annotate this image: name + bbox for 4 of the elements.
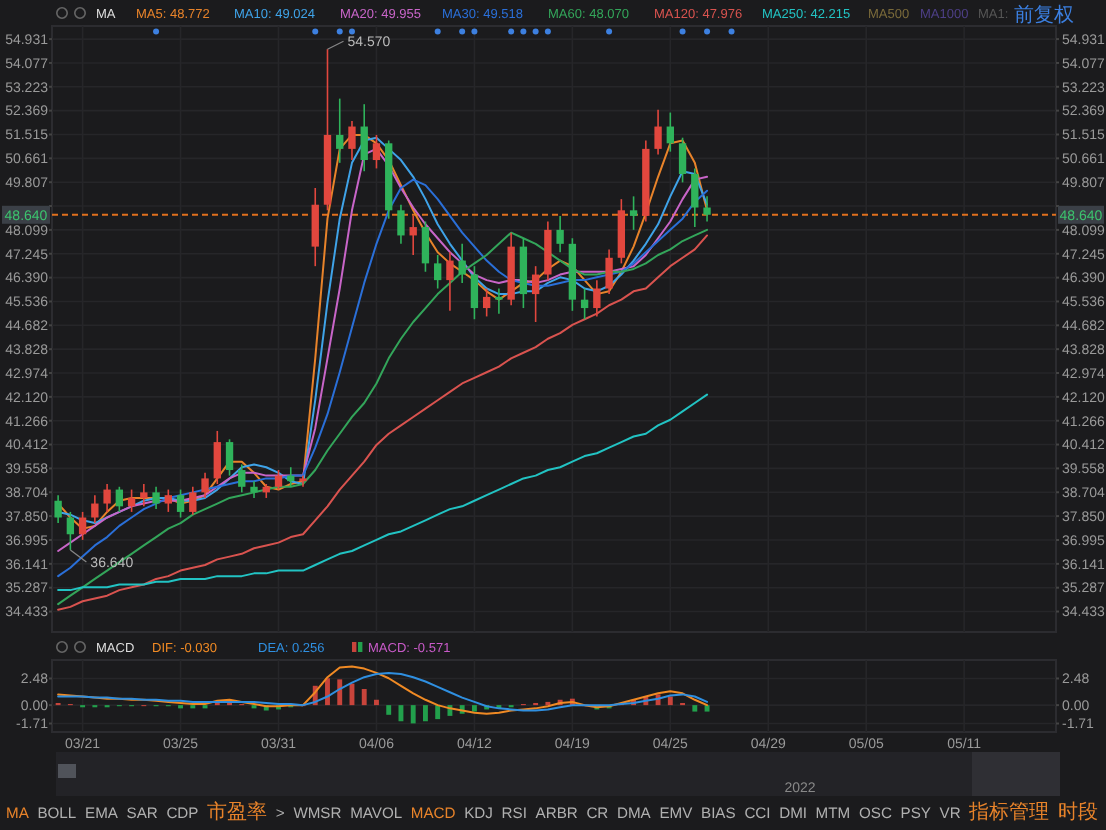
text: 时段	[1058, 800, 1098, 824]
text: 市盈率	[207, 800, 268, 824]
text: 指标管理	[967, 800, 1050, 824]
annotation: 前复权	[1014, 3, 1074, 27]
